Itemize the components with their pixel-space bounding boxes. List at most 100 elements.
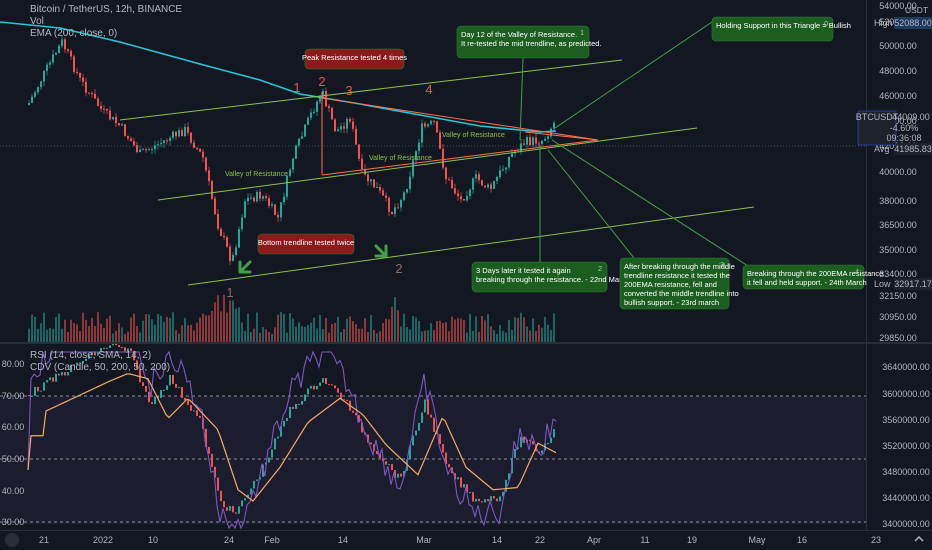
candle-body	[457, 193, 459, 197]
cdv-candle	[97, 351, 99, 356]
volume-bar	[289, 313, 291, 342]
bottom-note-text-line: Bottom trendline tested twice	[258, 238, 354, 247]
candle-body	[553, 122, 555, 129]
volume-bar	[472, 331, 474, 342]
volume-bar	[238, 307, 240, 342]
candle-body	[97, 98, 99, 106]
note3-text-line: bullish support. - 23rd march	[624, 298, 719, 307]
cdv-candle	[148, 391, 150, 403]
cdv-candle	[271, 449, 273, 458]
volume-bar	[100, 323, 102, 342]
volume-bar	[397, 310, 399, 342]
volume-bar	[214, 302, 216, 342]
cdv-candle	[124, 347, 126, 352]
volume-bar	[49, 327, 51, 342]
tradingview-logo	[5, 533, 19, 547]
cdv-candle	[292, 406, 294, 409]
candle-body	[259, 191, 261, 199]
candle-body	[538, 143, 540, 145]
last-price-box	[857, 110, 897, 146]
volume-bar	[232, 300, 234, 342]
volume-bar	[469, 313, 471, 342]
cdv-candle	[304, 394, 306, 402]
candle-body	[145, 149, 147, 151]
candle-body	[217, 213, 219, 229]
cdv-candle	[82, 360, 84, 364]
volume-bar	[403, 313, 405, 342]
cdv-candle	[172, 374, 174, 384]
candle-body	[49, 62, 51, 65]
volume-bar	[142, 320, 144, 342]
candle-body	[130, 138, 132, 142]
candle-body	[313, 111, 315, 113]
candle-body	[52, 54, 54, 63]
candle-body	[265, 196, 267, 199]
candle-body	[541, 140, 543, 145]
volume-bar	[130, 317, 132, 342]
cdv-candle	[322, 378, 324, 383]
price-change: -4.60%	[890, 123, 919, 133]
cdv-candle	[88, 355, 90, 359]
cdv-candle	[370, 442, 372, 445]
candle-body	[505, 167, 507, 170]
volume-bar	[121, 327, 123, 342]
volume-bar	[334, 323, 336, 342]
candle-body	[436, 121, 438, 133]
candle-body	[28, 102, 30, 105]
price-tick-label: 48000.00	[879, 66, 917, 76]
time-tick-label: 21	[39, 535, 49, 545]
candle-body	[547, 136, 549, 139]
candle-body	[187, 126, 189, 133]
time-axis-border	[0, 530, 932, 531]
volume-bars	[28, 294, 555, 342]
cdv-candle	[532, 441, 534, 445]
cdv-candle	[211, 453, 213, 467]
rsi-tick-label: 50.00	[2, 454, 25, 464]
cdv-candle	[343, 399, 345, 401]
price-tick-label: 46000.00	[879, 91, 917, 101]
volume-bar	[271, 333, 273, 342]
cdv-tick-label: 3640000.00	[882, 362, 930, 372]
volume-bar	[484, 320, 486, 342]
candle-body	[484, 185, 486, 188]
volume-bar	[535, 331, 537, 342]
valley-label-3: Valley of Resistance	[442, 132, 505, 139]
candle-body	[166, 140, 168, 142]
candle-body	[406, 188, 408, 193]
volume-bar	[538, 324, 540, 342]
cdv-candle	[133, 350, 135, 361]
time-tick-label: 14	[338, 535, 348, 545]
volume-bar	[85, 319, 87, 342]
volume-bar	[448, 331, 450, 342]
candle-body	[478, 174, 480, 181]
cdv-candle	[493, 496, 495, 499]
bottom-arrow-2	[374, 244, 388, 258]
candle-body	[61, 39, 63, 46]
candle-body	[244, 201, 246, 218]
volume-bar	[361, 328, 363, 342]
candle-body	[316, 101, 318, 112]
volume-bar	[454, 319, 456, 342]
high-tag-value: 52088.00	[894, 18, 932, 28]
cdv-candle	[472, 492, 474, 502]
candle-body	[283, 196, 285, 203]
volume-bar	[385, 318, 387, 342]
note1-box	[456, 25, 590, 59]
note3-text-line: 200EMA resistance, fell and	[624, 280, 717, 289]
candle-body	[208, 170, 210, 182]
candle-body	[202, 151, 204, 158]
candle-body	[55, 53, 57, 55]
chart-legend: Bitcoin / TetherUS, 12h, BINANCE Vol EMA…	[30, 4, 182, 40]
cdv-candle	[457, 477, 459, 480]
candle-body	[271, 204, 273, 206]
volume-bar	[136, 326, 138, 342]
rsi-tick-label: 80.00	[2, 359, 25, 369]
candle-body	[433, 120, 435, 122]
peak-note-box	[304, 48, 405, 70]
volume-bar	[442, 322, 444, 342]
middle-trendline	[157, 127, 698, 201]
cdv-candle	[268, 457, 270, 463]
cdv-candle	[400, 473, 402, 477]
note4-text-line: Breaking through the 200EMA resistance	[747, 269, 883, 278]
